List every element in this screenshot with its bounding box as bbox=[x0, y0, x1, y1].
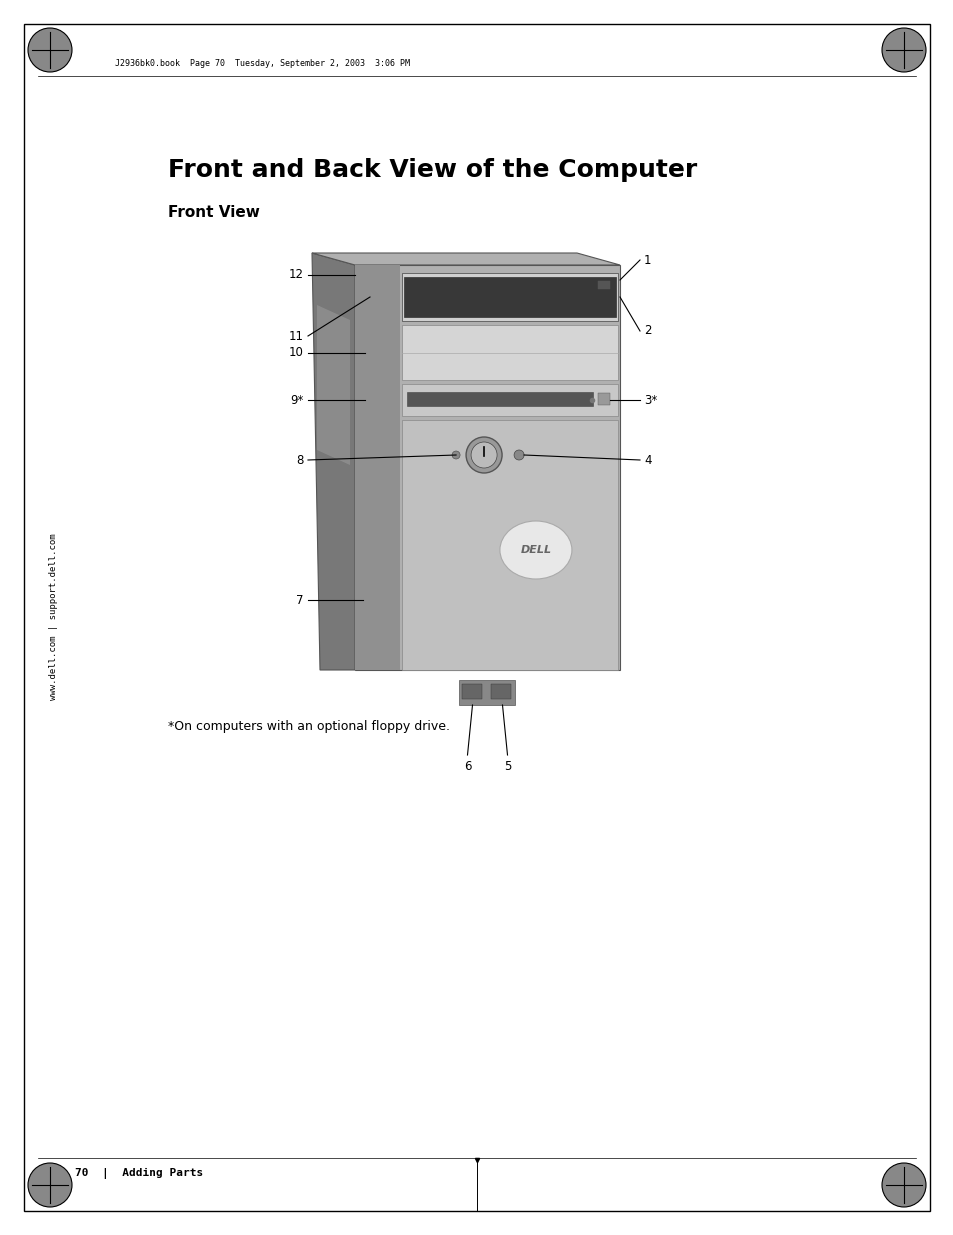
Text: 5: 5 bbox=[503, 760, 511, 773]
Circle shape bbox=[471, 442, 497, 468]
Text: 70  |  Adding Parts: 70 | Adding Parts bbox=[75, 1168, 203, 1179]
Circle shape bbox=[466, 437, 501, 473]
Bar bbox=[459, 680, 515, 705]
Bar bbox=[491, 684, 511, 699]
Polygon shape bbox=[312, 253, 619, 266]
Text: 4: 4 bbox=[643, 453, 651, 467]
Bar bbox=[407, 391, 593, 406]
Ellipse shape bbox=[499, 521, 571, 579]
Text: *On computers with an optional floppy drive.: *On computers with an optional floppy dr… bbox=[168, 720, 450, 734]
Circle shape bbox=[514, 450, 523, 459]
Text: 2: 2 bbox=[643, 325, 651, 337]
Text: Front View: Front View bbox=[168, 205, 259, 220]
Bar bbox=[401, 420, 618, 671]
Circle shape bbox=[882, 28, 925, 72]
Text: DELL: DELL bbox=[519, 545, 551, 555]
Text: Front and Back View of the Computer: Front and Back View of the Computer bbox=[168, 158, 697, 182]
Bar bbox=[598, 282, 609, 289]
Bar bbox=[403, 277, 616, 317]
Text: 8: 8 bbox=[296, 453, 304, 467]
Text: 11: 11 bbox=[289, 330, 304, 342]
Bar bbox=[355, 266, 619, 671]
Text: 7: 7 bbox=[296, 594, 304, 606]
Circle shape bbox=[28, 28, 71, 72]
Polygon shape bbox=[312, 253, 355, 671]
Bar bbox=[401, 273, 618, 321]
Text: 10: 10 bbox=[289, 346, 304, 359]
Text: 9*: 9* bbox=[291, 394, 304, 406]
Text: 1: 1 bbox=[643, 253, 651, 267]
Bar bbox=[401, 325, 618, 380]
Bar bbox=[598, 393, 609, 405]
Circle shape bbox=[882, 1163, 925, 1207]
Circle shape bbox=[28, 1163, 71, 1207]
Text: J2936bk0.book  Page 70  Tuesday, September 2, 2003  3:06 PM: J2936bk0.book Page 70 Tuesday, September… bbox=[115, 59, 410, 68]
Polygon shape bbox=[316, 305, 350, 466]
Text: 12: 12 bbox=[289, 268, 304, 282]
Bar bbox=[462, 684, 482, 699]
Text: 6: 6 bbox=[463, 760, 471, 773]
Text: www.dell.com | support.dell.com: www.dell.com | support.dell.com bbox=[49, 534, 57, 700]
Bar bbox=[401, 384, 618, 416]
Bar bbox=[355, 266, 399, 671]
Text: 3*: 3* bbox=[643, 394, 657, 406]
Circle shape bbox=[452, 451, 459, 459]
